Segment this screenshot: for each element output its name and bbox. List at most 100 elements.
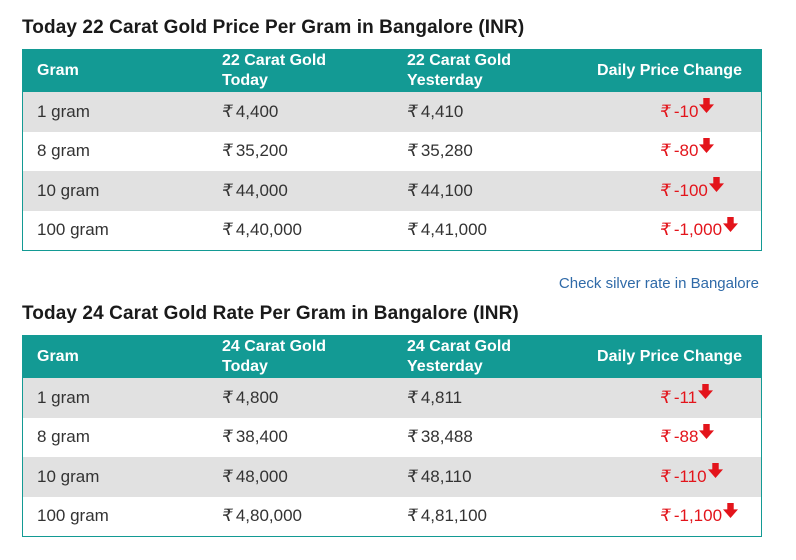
- rupee-icon: ₹: [660, 180, 671, 200]
- header-today-line1: 22 Carat Gold: [222, 52, 327, 69]
- rupee-icon: ₹: [222, 506, 233, 526]
- rupee-icon: ₹: [660, 101, 671, 121]
- yesterday-price: 4,41,000: [420, 220, 488, 240]
- price-change: -88: [673, 427, 699, 447]
- rupee-icon: ₹: [660, 506, 671, 526]
- rupee-icon: ₹: [407, 387, 418, 407]
- cell-gram: 1 gram: [37, 387, 90, 407]
- table-row: 10 gram ₹48,000 ₹48,110 ₹ -110: [23, 457, 761, 497]
- today-price: 4,400: [235, 101, 279, 121]
- yesterday-price: 35,280: [420, 141, 473, 161]
- cell-yesterday: ₹4,410: [393, 102, 578, 122]
- cell-change: ₹ -1,100: [578, 502, 761, 526]
- cell-today: ₹48,000: [208, 467, 393, 487]
- yesterday-price: 4,410: [420, 101, 464, 121]
- yesterday-price: 4,81,100: [420, 506, 488, 526]
- price-change: -1,100: [673, 506, 723, 526]
- rupee-icon: ₹: [222, 220, 233, 240]
- header-yesterday: 24 Carat Gold Yesterday: [393, 337, 578, 377]
- rupee-icon: ₹: [222, 466, 233, 486]
- header-yesterday-line1: 22 Carat Gold: [407, 52, 512, 69]
- cell-today: ₹4,40,000: [208, 220, 393, 240]
- rupee-icon: ₹: [407, 180, 418, 200]
- price-change: -10: [673, 101, 699, 121]
- cell-gram: 8 gram: [37, 141, 90, 161]
- price-change: -11: [673, 387, 698, 407]
- rupee-icon: ₹: [660, 427, 671, 447]
- table-row: 100 gram ₹4,40,000 ₹4,41,000 ₹ -1,000: [23, 211, 761, 251]
- table-row: 8 gram ₹35,200 ₹35,280 ₹ -80: [23, 132, 761, 172]
- cell-yesterday: ₹4,811: [393, 388, 578, 408]
- rupee-icon: ₹: [660, 141, 671, 161]
- down-arrow-icon: [698, 384, 714, 404]
- table24-title: Today 24 Carat Gold Rate Per Gram in Ban…: [22, 303, 519, 324]
- cell-yesterday: ₹48,110: [393, 467, 578, 487]
- header-today: 22 Carat Gold Today: [208, 51, 393, 91]
- rupee-icon: ₹: [660, 220, 671, 240]
- price-change: -80: [673, 141, 699, 161]
- rupee-icon: ₹: [660, 466, 671, 486]
- gold-22-carat-table: Gram 22 Carat Gold Today 22 Carat Gold Yeste…: [22, 49, 762, 251]
- header-change: Daily Price Change: [597, 62, 742, 79]
- header-yesterday: 22 Carat Gold Yesterday: [393, 51, 578, 91]
- table-row: 10 gram ₹44,000 ₹44,100 ₹ -100: [23, 171, 761, 211]
- header-change: Daily Price Change: [597, 348, 742, 365]
- price-change: -100: [673, 180, 708, 200]
- gold-24-carat-table: Gram 24 Carat Gold Today 24 Carat Gold Yeste…: [22, 335, 762, 537]
- today-price: 38,400: [235, 427, 288, 447]
- rupee-icon: ₹: [222, 387, 233, 407]
- cell-change: ₹ -88: [578, 423, 761, 447]
- cell-yesterday: ₹4,81,100: [393, 506, 578, 526]
- down-arrow-icon: [723, 502, 739, 523]
- down-arrow-icon: [707, 463, 723, 483]
- cell-change: ₹ -80: [578, 137, 761, 161]
- rupee-icon: ₹: [407, 220, 418, 240]
- rupee-icon: ₹: [407, 466, 418, 486]
- table22-title: Today 22 Carat Gold Price Per Gram in Ba…: [22, 17, 525, 38]
- down-arrow-icon: [699, 137, 715, 158]
- cell-gram: 10 gram: [37, 180, 100, 200]
- cell-gram: 100 gram: [37, 506, 109, 526]
- today-price: 4,80,000: [235, 506, 303, 526]
- silver-rate-link[interactable]: Check silver rate in Bangalore: [558, 275, 759, 292]
- header-gram: Gram: [37, 348, 79, 365]
- price-change: -1,000: [673, 220, 723, 240]
- rupee-icon: ₹: [222, 141, 233, 161]
- rupee-icon: ₹: [407, 101, 418, 121]
- cell-gram: 10 gram: [37, 466, 100, 486]
- cell-change: ₹ -100: [578, 177, 761, 201]
- today-price: 4,800: [235, 387, 279, 407]
- yesterday-price: 4,811: [420, 387, 463, 407]
- header-today-line1: 24 Carat Gold: [222, 338, 327, 355]
- table-header: Gram 22 Carat Gold Today 22 Carat Gold Yeste…: [23, 50, 761, 92]
- header-today-line2: Today: [222, 358, 268, 375]
- today-price: 44,000: [235, 180, 288, 200]
- table-row: 1 gram ₹4,400 ₹4,410 ₹ -10: [23, 92, 761, 132]
- header-gram: Gram: [37, 62, 79, 79]
- rupee-icon: ₹: [222, 180, 233, 200]
- yesterday-price: 38,488: [420, 427, 473, 447]
- rupee-icon: ₹: [222, 101, 233, 121]
- cell-gram: 1 gram: [37, 101, 90, 121]
- today-price: 48,000: [235, 466, 288, 486]
- yesterday-price: 44,100: [420, 180, 473, 200]
- header-yesterday-line2: Yesterday: [407, 72, 483, 89]
- cell-change: ₹ -10: [578, 98, 761, 122]
- rupee-icon: ₹: [660, 387, 671, 407]
- cell-gram: 8 gram: [37, 427, 90, 447]
- table-header: Gram 24 Carat Gold Today 24 Carat Gold Yeste…: [23, 336, 761, 378]
- today-price: 4,40,000: [235, 220, 303, 240]
- down-arrow-icon: [699, 98, 715, 118]
- cell-today: ₹4,400: [208, 102, 393, 122]
- yesterday-price: 48,110: [420, 466, 472, 486]
- cell-today: ₹44,000: [208, 181, 393, 201]
- rupee-icon: ₹: [407, 141, 418, 161]
- cell-yesterday: ₹38,488: [393, 427, 578, 447]
- price-change: -110: [673, 466, 707, 486]
- cell-change: ₹ -1,000: [578, 216, 761, 240]
- cell-today: ₹4,80,000: [208, 506, 393, 526]
- down-arrow-icon: [708, 177, 724, 197]
- cell-today: ₹38,400: [208, 427, 393, 447]
- header-yesterday-line2: Yesterday: [407, 358, 483, 375]
- cell-change: ₹ -11: [578, 384, 761, 408]
